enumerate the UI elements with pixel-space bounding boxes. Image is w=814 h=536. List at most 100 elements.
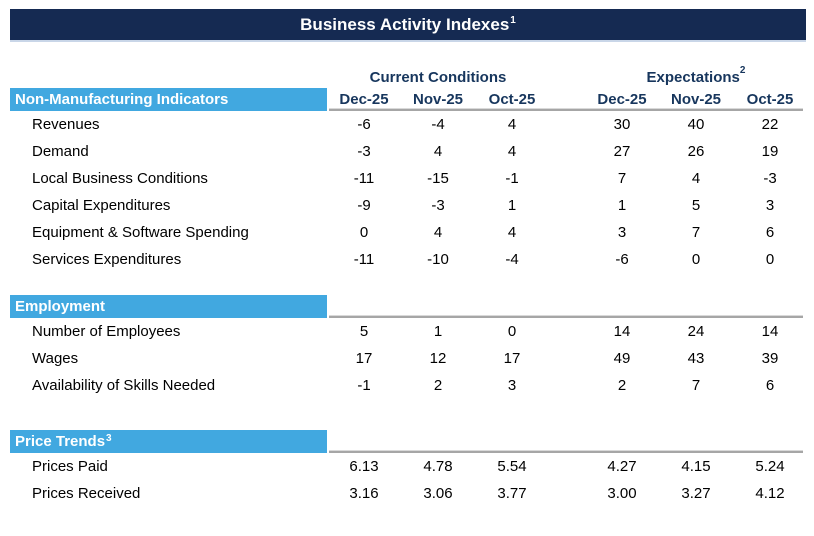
column-header-exp-dec: Dec-25 xyxy=(597,91,647,108)
page-title: Business Activity Indexes xyxy=(300,14,510,34)
cell-value: 12 xyxy=(429,350,447,367)
cell-value: 0 xyxy=(507,323,517,340)
cell-value: 1 xyxy=(433,323,443,340)
section-header-label: Non-Manufacturing Indicators xyxy=(15,91,229,108)
cell-value: 2 xyxy=(617,377,627,394)
cell-value: -1 xyxy=(505,170,519,187)
cell-value: -11 xyxy=(353,170,375,187)
row-label: Prices Received xyxy=(32,485,141,502)
cell-value: -11 xyxy=(353,251,375,268)
cell-value: 3.00 xyxy=(607,485,637,502)
section-footnote-marker: 3 xyxy=(106,432,112,444)
row-label: Services Expenditures xyxy=(32,251,182,268)
cell-value: 4.15 xyxy=(681,458,711,475)
cell-value: 19 xyxy=(761,143,779,160)
cell-value: 40 xyxy=(687,116,705,133)
cell-value: 4.78 xyxy=(423,458,453,475)
section-header-non-manufacturing-indicators: Non-Manufacturing Indicators xyxy=(10,88,327,111)
cell-value: 5.24 xyxy=(755,458,785,475)
table-row: Wages 17 12 17 49 43 39 xyxy=(10,345,807,372)
row-label: Local Business Conditions xyxy=(32,170,208,187)
cell-value: 22 xyxy=(761,116,779,133)
section-header-price-trends: Price Trends 3 xyxy=(10,430,327,453)
table-row: Equipment & Software Spending 0 4 4 3 7 6 xyxy=(10,219,807,246)
table-row: Prices Paid 6.13 4.78 5.54 4.27 4.15 5.24 xyxy=(10,453,807,480)
row-label: Revenues xyxy=(32,116,100,133)
cell-value: 0 xyxy=(765,251,775,268)
cell-value: 3 xyxy=(507,377,517,394)
row-label: Availability of Skills Needed xyxy=(32,377,216,394)
cell-value: -15 xyxy=(427,170,449,187)
cell-value: 4.12 xyxy=(755,485,785,502)
column-group-label: Expectations xyxy=(646,68,740,86)
cell-value: 27 xyxy=(613,143,631,160)
row-label: Number of Employees xyxy=(32,323,181,340)
row-label: Wages xyxy=(32,350,79,367)
cell-value: 3 xyxy=(765,197,775,214)
row-label: Equipment & Software Spending xyxy=(32,224,249,241)
cell-value: -6 xyxy=(615,251,629,268)
cell-value: -9 xyxy=(357,197,371,214)
column-header-cc-nov: Nov-25 xyxy=(412,91,464,108)
cell-value: 1 xyxy=(507,197,517,214)
section-rows-non-manufacturing-indicators: Revenues -6 -4 4 30 40 22 Demand -3 4 4 27 26 19 Local… xyxy=(10,111,806,273)
table-row: Services Expenditures -11 -10 -4 -6 0 0 xyxy=(10,246,807,273)
cell-value: 6 xyxy=(765,377,775,394)
section-header-label: Employment xyxy=(15,298,106,315)
table-row: Number of Employees 5 1 0 14 24 14 xyxy=(10,318,807,345)
table-row: Local Business Conditions -11 -15 -1 7 4 -3 xyxy=(10,165,807,192)
cell-value: 3.27 xyxy=(681,485,711,502)
cell-value: -6 xyxy=(357,116,371,133)
cell-value: 1 xyxy=(617,197,627,214)
cell-value: 3.06 xyxy=(423,485,453,502)
cell-value: 39 xyxy=(761,350,779,367)
cell-value: -3 xyxy=(763,170,777,187)
section-header-label: Price Trends xyxy=(15,433,106,450)
section-underline xyxy=(329,451,803,453)
section-header-row-price-trends: Price Trends 3 xyxy=(10,430,807,453)
cell-value: 5 xyxy=(359,323,369,340)
title-bar: Business Activity Indexes 1 xyxy=(10,9,806,42)
cell-value: 3.77 xyxy=(497,485,527,502)
cell-value: 4 xyxy=(433,224,443,241)
row-label: Prices Paid xyxy=(32,458,108,475)
table-row: Demand -3 4 4 27 26 19 xyxy=(10,138,807,165)
cell-value: 7 xyxy=(617,170,627,187)
section-header-row-employment: Employment xyxy=(10,295,807,318)
cell-value: 7 xyxy=(691,377,701,394)
cell-value: 6.13 xyxy=(349,458,379,475)
cell-value: 17 xyxy=(355,350,373,367)
cell-value: 49 xyxy=(613,350,631,367)
cell-value: 14 xyxy=(761,323,779,340)
cell-value: 3 xyxy=(617,224,627,241)
cell-value: 5.54 xyxy=(497,458,527,475)
column-header-exp-nov: Nov-25 xyxy=(670,91,722,108)
cell-value: -4 xyxy=(431,116,445,133)
table-row: Revenues -6 -4 4 30 40 22 xyxy=(10,111,807,138)
cell-value: 43 xyxy=(687,350,705,367)
cell-value: 6 xyxy=(765,224,775,241)
cell-value: -10 xyxy=(427,251,449,268)
cell-value: -3 xyxy=(357,143,371,160)
cell-value: 26 xyxy=(687,143,705,160)
cell-value: 3.16 xyxy=(349,485,379,502)
cell-value: 30 xyxy=(613,116,631,133)
cell-value: 4 xyxy=(691,170,701,187)
cell-value: 5 xyxy=(691,197,701,214)
cell-value: -3 xyxy=(431,197,445,214)
column-header-row: Non-Manufacturing Indicators Dec-25 Nov-… xyxy=(10,88,807,111)
cell-value: 24 xyxy=(687,323,705,340)
section-underline xyxy=(329,316,803,318)
cell-value: 17 xyxy=(503,350,521,367)
cell-value: 0 xyxy=(691,251,701,268)
column-group-expectations: Expectations2 xyxy=(585,65,807,86)
column-group-label: Current Conditions xyxy=(369,68,507,86)
cell-value: 0 xyxy=(359,224,369,241)
column-group-footnote-marker: 2 xyxy=(739,64,746,76)
cell-value: 4.27 xyxy=(607,458,637,475)
cell-value: 4 xyxy=(507,116,517,133)
report-page: Business Activity Indexes 1 Current Condi… xyxy=(10,9,807,507)
header-underline xyxy=(329,109,803,111)
cell-value: 2 xyxy=(433,377,443,394)
section-rows-price-trends: Prices Paid 6.13 4.78 5.54 4.27 4.15 5.24 Price… xyxy=(10,453,806,507)
